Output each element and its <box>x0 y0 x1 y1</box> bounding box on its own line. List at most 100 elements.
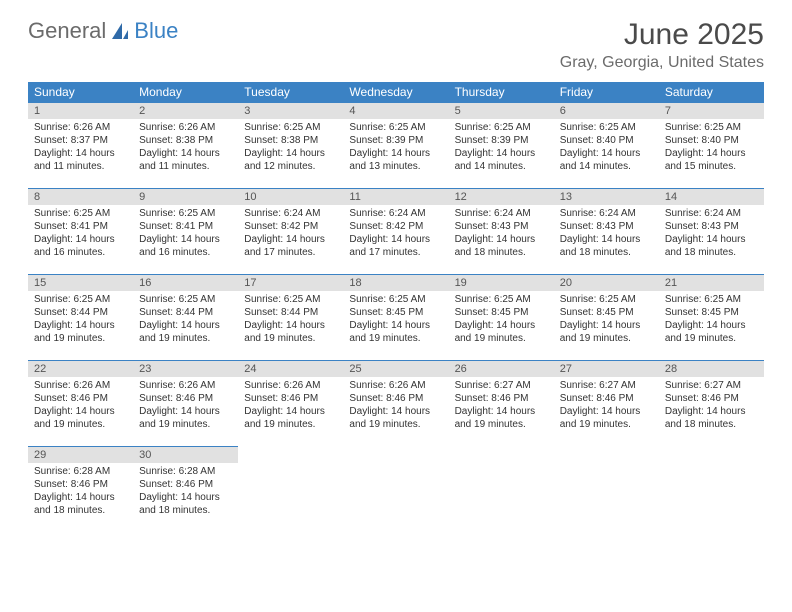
day-details: Sunrise: 6:26 AMSunset: 8:38 PMDaylight:… <box>133 119 238 177</box>
day-details: Sunrise: 6:25 AMSunset: 8:45 PMDaylight:… <box>659 291 764 349</box>
daylight-text: and 19 minutes. <box>34 418 127 431</box>
calendar-day-cell: 29Sunrise: 6:28 AMSunset: 8:46 PMDayligh… <box>28 447 133 533</box>
daylight-text: Daylight: 14 hours <box>34 147 127 160</box>
day-details: Sunrise: 6:25 AMSunset: 8:41 PMDaylight:… <box>28 205 133 263</box>
sunrise-text: Sunrise: 6:25 AM <box>349 121 442 134</box>
calendar-week-row: 29Sunrise: 6:28 AMSunset: 8:46 PMDayligh… <box>28 447 764 533</box>
day-details: Sunrise: 6:25 AMSunset: 8:45 PMDaylight:… <box>554 291 659 349</box>
weekday-header: Friday <box>554 82 659 103</box>
sunset-text: Sunset: 8:43 PM <box>665 220 758 233</box>
daylight-text: and 19 minutes. <box>560 332 653 345</box>
daylight-text: and 14 minutes. <box>560 160 653 173</box>
calendar-day-cell: 8Sunrise: 6:25 AMSunset: 8:41 PMDaylight… <box>28 189 133 275</box>
sunset-text: Sunset: 8:42 PM <box>349 220 442 233</box>
weekday-header: Tuesday <box>238 82 343 103</box>
calendar-day-cell: 19Sunrise: 6:25 AMSunset: 8:45 PMDayligh… <box>449 275 554 361</box>
day-details: Sunrise: 6:25 AMSunset: 8:45 PMDaylight:… <box>449 291 554 349</box>
day-number: 2 <box>133 103 238 119</box>
calendar-day-cell <box>449 447 554 533</box>
sunset-text: Sunset: 8:46 PM <box>349 392 442 405</box>
day-details: Sunrise: 6:27 AMSunset: 8:46 PMDaylight:… <box>554 377 659 435</box>
sunset-text: Sunset: 8:46 PM <box>139 392 232 405</box>
daylight-text: Daylight: 14 hours <box>665 405 758 418</box>
daylight-text: and 19 minutes. <box>139 418 232 431</box>
day-details: Sunrise: 6:27 AMSunset: 8:46 PMDaylight:… <box>449 377 554 435</box>
sunrise-text: Sunrise: 6:25 AM <box>665 293 758 306</box>
daylight-text: and 18 minutes. <box>455 246 548 259</box>
daylight-text: and 19 minutes. <box>34 332 127 345</box>
sunset-text: Sunset: 8:46 PM <box>560 392 653 405</box>
day-number: 20 <box>554 275 659 291</box>
sunrise-text: Sunrise: 6:25 AM <box>139 207 232 220</box>
daylight-text: Daylight: 14 hours <box>455 233 548 246</box>
day-number: 27 <box>554 361 659 377</box>
calendar-day-cell: 10Sunrise: 6:24 AMSunset: 8:42 PMDayligh… <box>238 189 343 275</box>
day-number: 6 <box>554 103 659 119</box>
sunrise-text: Sunrise: 6:25 AM <box>244 293 337 306</box>
sunset-text: Sunset: 8:40 PM <box>665 134 758 147</box>
day-number: 9 <box>133 189 238 205</box>
daylight-text: Daylight: 14 hours <box>34 491 127 504</box>
page-header: General Blue June 2025 Gray, Georgia, Un… <box>28 18 764 72</box>
day-number: 14 <box>659 189 764 205</box>
calendar-day-cell <box>554 447 659 533</box>
daylight-text: and 18 minutes. <box>665 418 758 431</box>
daylight-text: and 16 minutes. <box>34 246 127 259</box>
day-details: Sunrise: 6:26 AMSunset: 8:46 PMDaylight:… <box>343 377 448 435</box>
title-block: June 2025 Gray, Georgia, United States <box>560 18 764 72</box>
calendar-day-cell: 9Sunrise: 6:25 AMSunset: 8:41 PMDaylight… <box>133 189 238 275</box>
day-details: Sunrise: 6:25 AMSunset: 8:41 PMDaylight:… <box>133 205 238 263</box>
logo-text-general: General <box>28 18 106 44</box>
daylight-text: and 17 minutes. <box>349 246 442 259</box>
sunrise-text: Sunrise: 6:26 AM <box>34 379 127 392</box>
calendar-week-row: 8Sunrise: 6:25 AMSunset: 8:41 PMDaylight… <box>28 189 764 275</box>
day-number: 10 <box>238 189 343 205</box>
daylight-text: and 17 minutes. <box>244 246 337 259</box>
day-number: 23 <box>133 361 238 377</box>
daylight-text: Daylight: 14 hours <box>349 405 442 418</box>
calendar-week-row: 15Sunrise: 6:25 AMSunset: 8:44 PMDayligh… <box>28 275 764 361</box>
calendar-day-cell: 7Sunrise: 6:25 AMSunset: 8:40 PMDaylight… <box>659 103 764 189</box>
day-number: 7 <box>659 103 764 119</box>
sunset-text: Sunset: 8:46 PM <box>34 478 127 491</box>
calendar-day-cell: 25Sunrise: 6:26 AMSunset: 8:46 PMDayligh… <box>343 361 448 447</box>
calendar-day-cell: 21Sunrise: 6:25 AMSunset: 8:45 PMDayligh… <box>659 275 764 361</box>
calendar-day-cell: 20Sunrise: 6:25 AMSunset: 8:45 PMDayligh… <box>554 275 659 361</box>
daylight-text: and 11 minutes. <box>139 160 232 173</box>
day-details: Sunrise: 6:24 AMSunset: 8:43 PMDaylight:… <box>449 205 554 263</box>
day-number: 16 <box>133 275 238 291</box>
logo-text-blue: Blue <box>134 18 178 44</box>
daylight-text: Daylight: 14 hours <box>455 405 548 418</box>
daylight-text: Daylight: 14 hours <box>34 405 127 418</box>
calendar-day-cell: 1Sunrise: 6:26 AMSunset: 8:37 PMDaylight… <box>28 103 133 189</box>
daylight-text: Daylight: 14 hours <box>34 319 127 332</box>
daylight-text: Daylight: 14 hours <box>34 233 127 246</box>
calendar-day-cell <box>659 447 764 533</box>
daylight-text: Daylight: 14 hours <box>560 319 653 332</box>
calendar-day-cell: 28Sunrise: 6:27 AMSunset: 8:46 PMDayligh… <box>659 361 764 447</box>
daylight-text: Daylight: 14 hours <box>560 233 653 246</box>
daylight-text: and 16 minutes. <box>139 246 232 259</box>
daylight-text: and 11 minutes. <box>34 160 127 173</box>
sunrise-text: Sunrise: 6:26 AM <box>34 121 127 134</box>
day-details: Sunrise: 6:25 AMSunset: 8:45 PMDaylight:… <box>343 291 448 349</box>
month-title: June 2025 <box>560 18 764 52</box>
weekday-header: Sunday <box>28 82 133 103</box>
sunset-text: Sunset: 8:41 PM <box>34 220 127 233</box>
calendar-day-cell: 22Sunrise: 6:26 AMSunset: 8:46 PMDayligh… <box>28 361 133 447</box>
calendar-day-cell: 3Sunrise: 6:25 AMSunset: 8:38 PMDaylight… <box>238 103 343 189</box>
daylight-text: and 13 minutes. <box>349 160 442 173</box>
sunrise-text: Sunrise: 6:25 AM <box>244 121 337 134</box>
day-details: Sunrise: 6:25 AMSunset: 8:38 PMDaylight:… <box>238 119 343 177</box>
daylight-text: Daylight: 14 hours <box>665 233 758 246</box>
sunset-text: Sunset: 8:45 PM <box>455 306 548 319</box>
sunset-text: Sunset: 8:44 PM <box>34 306 127 319</box>
day-number: 24 <box>238 361 343 377</box>
calendar-day-cell: 23Sunrise: 6:26 AMSunset: 8:46 PMDayligh… <box>133 361 238 447</box>
calendar-day-cell: 18Sunrise: 6:25 AMSunset: 8:45 PMDayligh… <box>343 275 448 361</box>
day-details: Sunrise: 6:25 AMSunset: 8:39 PMDaylight:… <box>449 119 554 177</box>
sunrise-text: Sunrise: 6:24 AM <box>244 207 337 220</box>
sunset-text: Sunset: 8:38 PM <box>139 134 232 147</box>
day-details: Sunrise: 6:26 AMSunset: 8:46 PMDaylight:… <box>28 377 133 435</box>
day-details: Sunrise: 6:28 AMSunset: 8:46 PMDaylight:… <box>133 463 238 521</box>
